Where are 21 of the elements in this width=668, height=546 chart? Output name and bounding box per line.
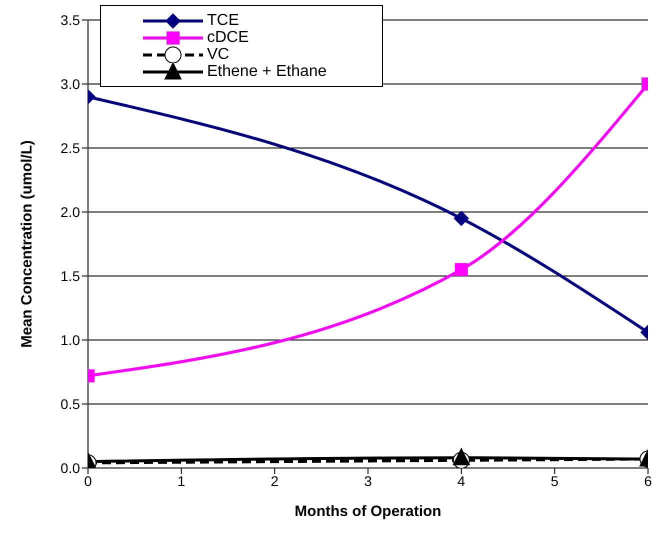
y-tick-label: 1.0: [60, 332, 80, 348]
y-tick-label: 1.5: [60, 268, 80, 284]
x-tick-label: 6: [644, 472, 652, 489]
x-tick-label: 5: [550, 472, 559, 489]
x-tick-label: 2: [270, 472, 279, 489]
legend-label: VC: [207, 46, 230, 63]
y-tick-label: 0.5: [60, 396, 80, 412]
y-tick-label: 2.5: [60, 140, 80, 156]
x-tick-label: 3: [364, 472, 372, 489]
legend-label: cDCE: [207, 29, 249, 46]
legend-label: Ethene + Ethane: [207, 63, 327, 80]
x-axis-title: Months of Operation: [294, 503, 442, 520]
y-axis-title: Mean Concentration (umol/L): [18, 140, 36, 348]
x-tick-label: 0: [84, 472, 92, 489]
x-tick-label: 1: [177, 472, 186, 489]
legend-label: TCE: [207, 12, 239, 29]
y-tick-label: 3.0: [60, 76, 80, 92]
y-tick-label: 2.0: [60, 204, 80, 220]
y-tick-label: 3.5: [60, 12, 80, 28]
x-tick-label: 4: [457, 472, 466, 489]
y-tick-label: 0.0: [60, 460, 80, 476]
